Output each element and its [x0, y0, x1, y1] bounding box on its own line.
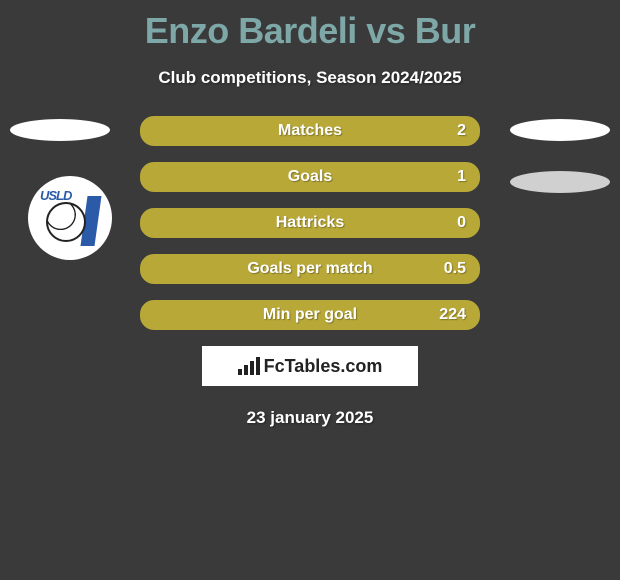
stat-row-min-per-goal: Min per goal 224	[140, 300, 480, 330]
comparison-title: Enzo Bardeli vs Bur	[0, 0, 620, 52]
stats-area: USLD Matches 2 Goals 1 Hattricks 0 Goals…	[0, 116, 620, 428]
stat-row-hattricks: Hattricks 0	[140, 208, 480, 238]
stat-label: Goals	[288, 168, 332, 186]
brand-text: FcTables.com	[264, 356, 383, 377]
stat-label: Hattricks	[276, 214, 344, 232]
stat-label: Matches	[278, 122, 342, 140]
stat-label: Min per goal	[263, 306, 357, 324]
bar-chart-icon	[238, 357, 260, 375]
stat-value: 224	[439, 306, 466, 324]
placeholder-ellipse-right-top	[510, 119, 610, 141]
brand-box[interactable]: FcTables.com	[202, 346, 418, 386]
club-badge-text: USLD	[40, 188, 71, 203]
stat-label: Goals per match	[247, 260, 372, 278]
club-badge-graphic: USLD	[40, 188, 100, 248]
club-badge-ball-icon	[46, 202, 86, 242]
placeholder-ellipse-left	[10, 119, 110, 141]
stat-value: 2	[457, 122, 466, 140]
stat-value: 0	[457, 214, 466, 232]
club-badge: USLD	[28, 176, 112, 260]
placeholder-ellipse-right-bottom	[510, 171, 610, 193]
stat-row-goals-per-match: Goals per match 0.5	[140, 254, 480, 284]
stat-value: 0.5	[444, 260, 466, 278]
snapshot-date: 23 january 2025	[0, 408, 620, 428]
stat-rows: Matches 2 Goals 1 Hattricks 0 Goals per …	[140, 116, 480, 330]
stat-row-matches: Matches 2	[140, 116, 480, 146]
stat-row-goals: Goals 1	[140, 162, 480, 192]
comparison-subtitle: Club competitions, Season 2024/2025	[0, 68, 620, 88]
stat-value: 1	[457, 168, 466, 186]
